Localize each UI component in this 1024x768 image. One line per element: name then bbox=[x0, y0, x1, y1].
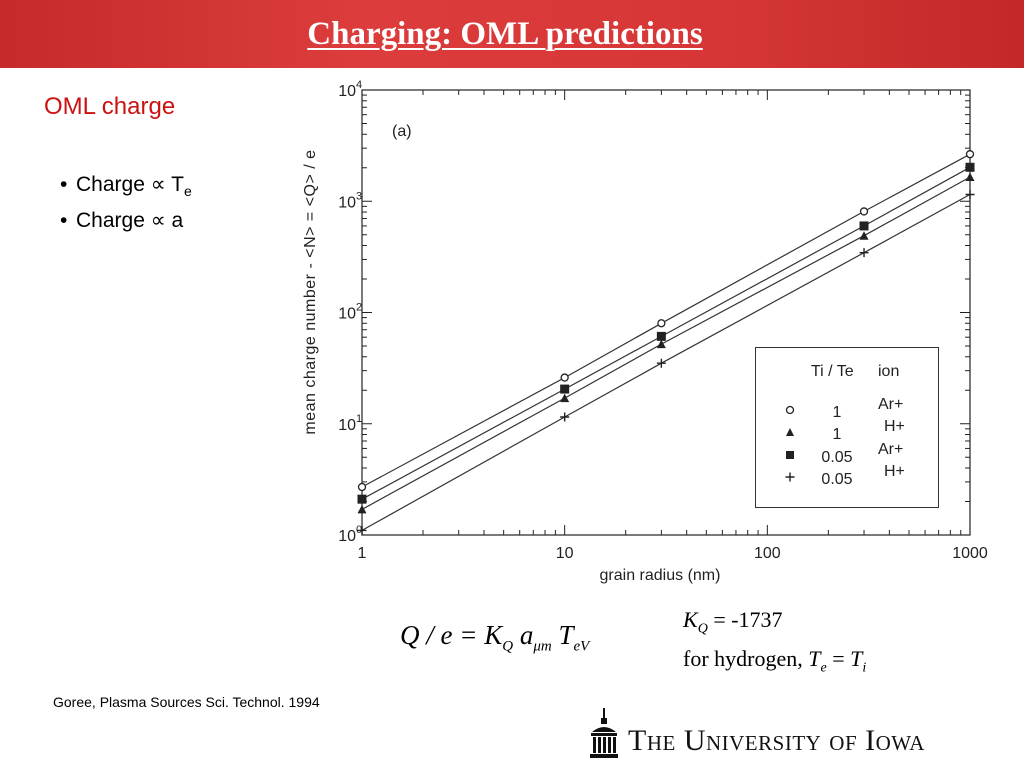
kq-letter: K bbox=[683, 607, 698, 632]
constant-note: KQ = -1737 for hydrogen, Te = Ti bbox=[683, 605, 866, 684]
kq-symbol: KQ bbox=[683, 607, 708, 636]
legend-entry: 0.05 H+ bbox=[756, 463, 938, 489]
kq-sub: Q bbox=[697, 621, 708, 637]
bullet-subscript: e bbox=[184, 183, 192, 200]
y-tick-label: 10 bbox=[338, 306, 356, 323]
logo-wordmark: The University of Iowa bbox=[628, 724, 925, 757]
circle-marker-icon bbox=[785, 405, 795, 415]
circle-data-point bbox=[657, 319, 666, 328]
chart-svg: 1101001000100101102103104 (a) grain radi… bbox=[302, 79, 988, 584]
legend-ratio: 1 bbox=[832, 404, 842, 421]
square-data-point bbox=[656, 331, 666, 341]
bullet-item: • Charge ∝ Te bbox=[60, 170, 192, 206]
square-data-point bbox=[859, 221, 869, 231]
triangle-data-point bbox=[965, 172, 975, 182]
circle-data-point bbox=[560, 373, 569, 382]
equation-t-sub: eV bbox=[573, 638, 590, 655]
square-data-point bbox=[965, 162, 975, 172]
plus-marker-icon bbox=[785, 472, 795, 482]
x-tick-label: 10 bbox=[556, 545, 574, 562]
slide-title: Charging: OML predictions bbox=[307, 16, 703, 52]
y-tick-label: 10 bbox=[338, 194, 356, 211]
y-tick-label: 10 bbox=[338, 528, 356, 545]
equation-q: Q / e = K bbox=[400, 620, 503, 650]
hydrogen-condition-line: for hydrogen, Te = Ti bbox=[683, 644, 866, 683]
equation-kq-sub: Q bbox=[502, 638, 514, 655]
bullet-dot-icon: • bbox=[60, 209, 68, 232]
legend-ratio: 1 bbox=[832, 426, 842, 443]
x-axis-label: grain radius (nm) bbox=[600, 567, 721, 584]
legend-entry: 1 H+ bbox=[756, 418, 938, 444]
circle-data-point bbox=[357, 482, 367, 492]
x-tick-label: 100 bbox=[754, 545, 781, 562]
title-banner bbox=[0, 0, 1024, 68]
legend-ratio: 0.05 bbox=[821, 449, 853, 466]
triangle-data-point bbox=[560, 393, 570, 403]
bullet-dot-icon: • bbox=[60, 173, 68, 196]
plus-data-point bbox=[656, 358, 666, 368]
x-tick-label: 1 bbox=[358, 545, 367, 562]
y-tick-label: 10 bbox=[338, 417, 356, 434]
plus-data-point bbox=[357, 525, 367, 535]
equation-a: a bbox=[513, 620, 534, 650]
square-marker-icon bbox=[786, 451, 794, 459]
te-symbol: Te bbox=[808, 646, 826, 675]
bullet-text: Charge ∝ T bbox=[76, 173, 184, 196]
plus-data-point bbox=[560, 412, 570, 422]
old-capitol-icon bbox=[590, 708, 618, 758]
equation-t: T bbox=[551, 620, 574, 650]
legend-entry: 1 Ar+ bbox=[756, 396, 938, 422]
x-tick-label: 1000 bbox=[952, 545, 988, 562]
tick-labels: 1101001000100101102103104 bbox=[338, 79, 988, 562]
plus-data-point bbox=[965, 189, 975, 199]
y-tick-exponent: 1 bbox=[356, 413, 362, 425]
kq-value-line: KQ = -1737 bbox=[683, 605, 866, 644]
legend-ion: H+ bbox=[884, 418, 905, 435]
ti-letter: T bbox=[850, 646, 863, 672]
axes-frame bbox=[361, 89, 971, 536]
charge-chart: 1101001000100101102103104 (a) grain radi… bbox=[280, 70, 1000, 600]
legend-entry: 0.05 Ar+ bbox=[756, 441, 938, 467]
y-tick-exponent: 2 bbox=[356, 302, 362, 314]
te-letter: T bbox=[808, 646, 821, 672]
ti-symbol: Ti bbox=[850, 646, 866, 675]
plus-data-point bbox=[859, 248, 869, 258]
triangle-data-point bbox=[357, 504, 367, 514]
legend-ion: Ar+ bbox=[878, 396, 904, 413]
kq-value: = -1737 bbox=[707, 607, 783, 632]
y-tick-exponent: 4 bbox=[356, 79, 362, 91]
equation-a-sub: μm bbox=[533, 638, 552, 655]
equals-sign: = bbox=[826, 646, 851, 672]
bullet-item: • Charge ∝ a bbox=[60, 206, 192, 242]
te-sub: e bbox=[820, 660, 827, 676]
square-data-point bbox=[560, 384, 570, 394]
university-logo: The University of Iowa bbox=[588, 706, 988, 764]
y-axis-label: mean charge number - <N> = <Q> / e bbox=[302, 149, 319, 434]
legend-header-ratio: Ti / Te bbox=[811, 363, 854, 380]
ti-sub: i bbox=[862, 660, 867, 676]
citation: Goree, Plasma Sources Sci. Technol. 1994 bbox=[53, 694, 320, 710]
bullet-list: • Charge ∝ Te • Charge ∝ a bbox=[60, 170, 192, 242]
circle-data-point bbox=[859, 207, 869, 216]
charge-equation: Q / e = KQ aμm TeV bbox=[400, 620, 589, 655]
y-tick-label: 10 bbox=[338, 83, 356, 100]
triangle-marker-icon bbox=[786, 428, 794, 436]
legend-header-ion: ion bbox=[878, 363, 900, 380]
square-data-point bbox=[357, 494, 367, 504]
series-markers bbox=[357, 150, 975, 535]
triangle-data-point bbox=[656, 339, 666, 349]
triangle-data-point bbox=[859, 231, 869, 240]
circle-data-point bbox=[965, 150, 975, 159]
chart-legend: Ti / Te ion 1 Ar+ 1 H+ 0.05 Ar+ 0.05 H+ bbox=[755, 347, 939, 508]
bullet-text: Charge ∝ a bbox=[76, 209, 184, 232]
section-heading: OML charge bbox=[44, 93, 176, 120]
legend-ratio: 0.05 bbox=[821, 471, 853, 488]
y-tick-exponent: 3 bbox=[356, 190, 362, 202]
panel-label: (a) bbox=[392, 123, 412, 140]
legend-ion: Ar+ bbox=[878, 441, 904, 458]
condition-prefix: for hydrogen, bbox=[683, 646, 809, 672]
legend-ion: H+ bbox=[884, 463, 905, 480]
